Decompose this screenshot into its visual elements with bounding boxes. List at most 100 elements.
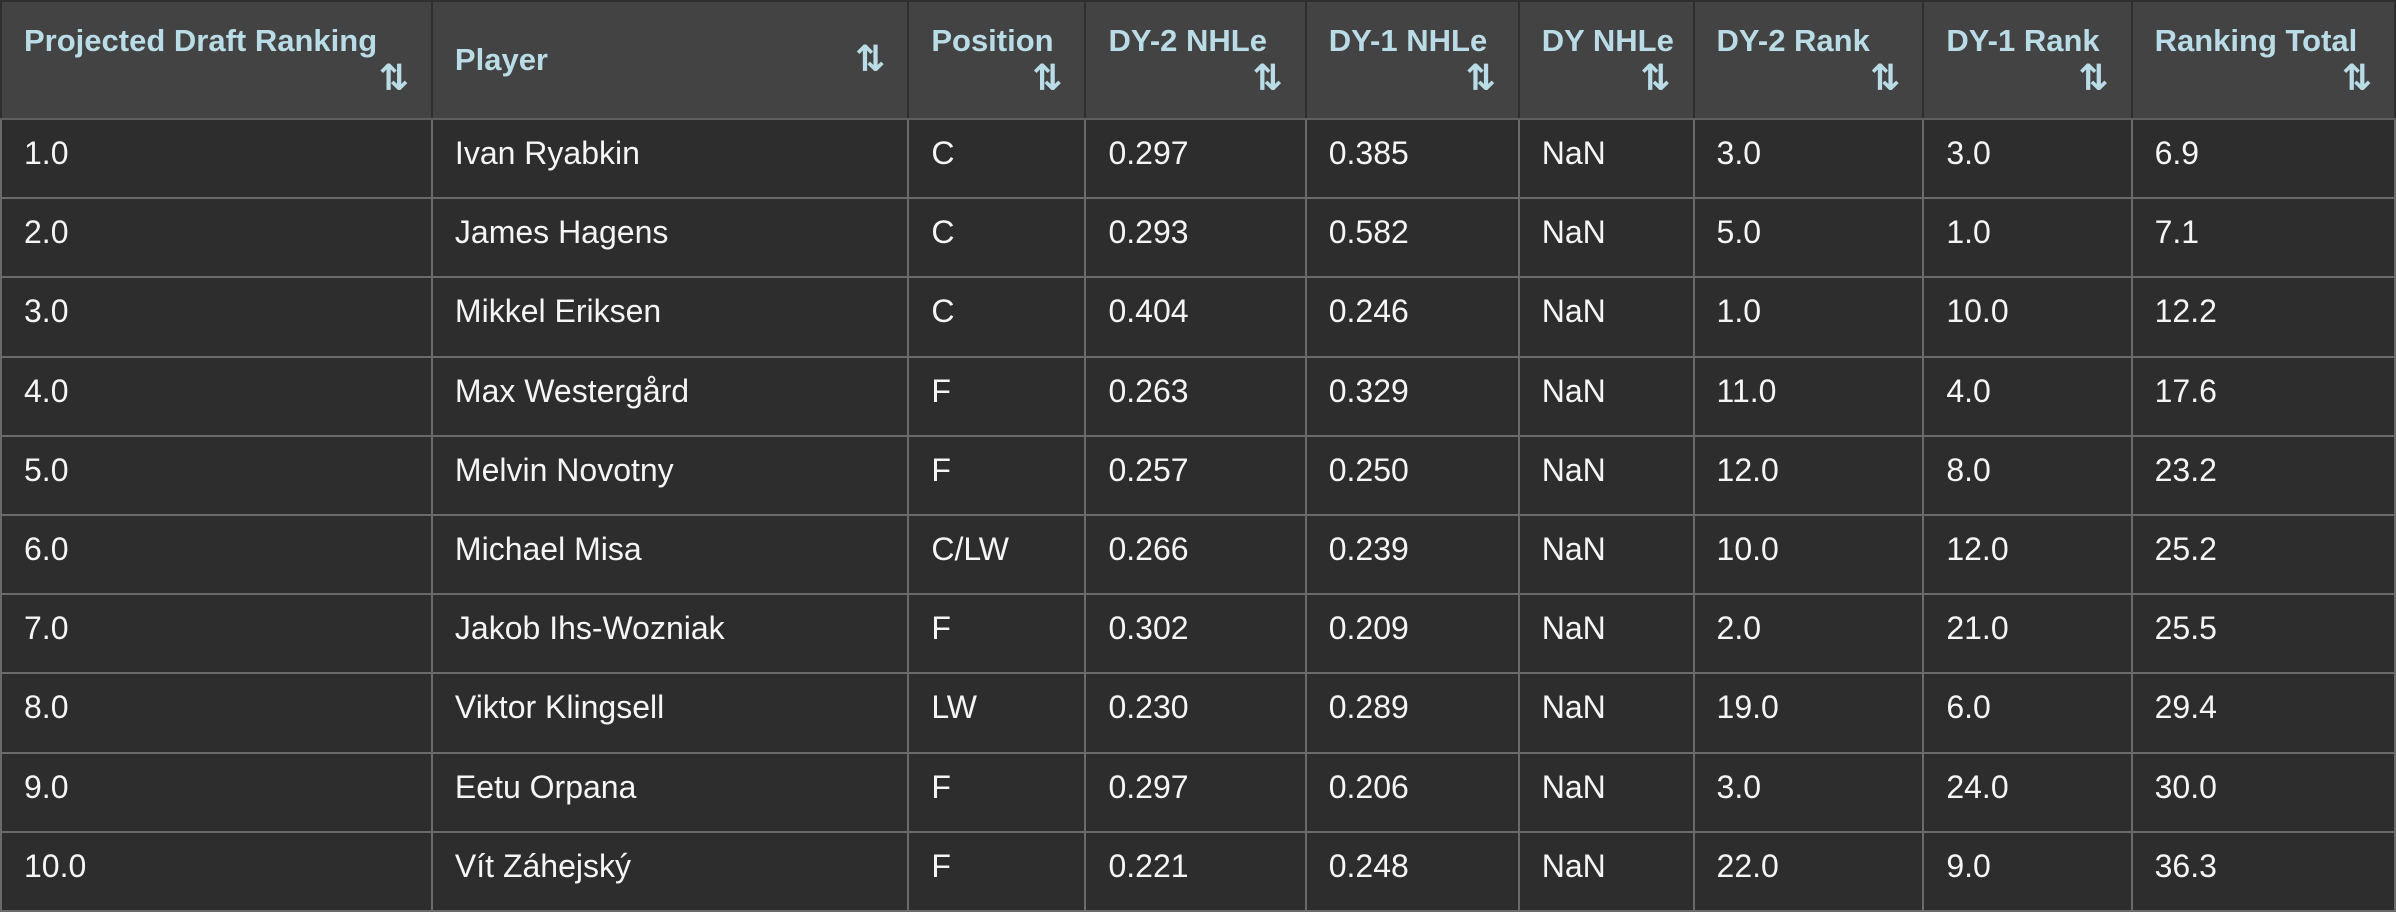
column-header-label: Projected Draft Ranking — [24, 23, 378, 59]
cell-dy-2-rank: 10.0 — [1692, 513, 1925, 596]
column-header-label: DY-1 Rank — [1946, 23, 2100, 59]
sort-icon[interactable]: ⇅ — [1032, 57, 1063, 99]
cell-dy-2-nhle: 0.297 — [1084, 117, 1307, 200]
cell-projected-draft-ranking: 4.0 — [0, 355, 433, 437]
cell-dy-1-nhle: 0.206 — [1304, 751, 1520, 833]
cell-player: Viktor Klingsell — [430, 672, 910, 754]
cell-dy-2-nhle: 0.221 — [1084, 830, 1307, 912]
cell-player: James Hagens — [430, 197, 910, 279]
cell-projected-draft-ranking: 5.0 — [0, 434, 433, 516]
cell-dy-1-rank: 9.0 — [1922, 830, 2133, 912]
cell-player: Melvin Novotny — [430, 434, 910, 516]
cell-ranking-total: 23.2 — [2130, 434, 2396, 516]
cell-player: Ivan Ryabkin — [430, 117, 910, 200]
cell-dy-2-rank: 1.0 — [1692, 276, 1925, 358]
cell-ranking-total: 12.2 — [2130, 276, 2396, 358]
cell-dy-2-nhle: 0.257 — [1084, 434, 1307, 516]
column-header-projected-draft-ranking[interactable]: Projected Draft Ranking ⇅ — [0, 0, 433, 120]
cell-dy-1-nhle: 0.246 — [1304, 276, 1520, 358]
cell-player: Jakob Ihs-Wozniak — [430, 593, 910, 675]
sort-icon[interactable]: ⇅ — [855, 39, 886, 80]
sort-icon[interactable]: ⇅ — [1870, 57, 1901, 99]
cell-projected-draft-ranking: 10.0 — [0, 830, 433, 912]
cell-dy-1-rank: 21.0 — [1922, 593, 2133, 675]
cell-position: F — [907, 355, 1087, 437]
cell-ranking-total: 30.0 — [2130, 751, 2396, 833]
cell-dy-2-nhle: 0.230 — [1084, 672, 1307, 754]
cell-ranking-total: 36.3 — [2130, 830, 2396, 912]
table-row: 1.0 Ivan Ryabkin C 0.297 0.385 NaN 3.0 3.0 6.9 — [0, 117, 2396, 200]
cell-dy-2-rank: 11.0 — [1692, 355, 1925, 437]
cell-dy-2-nhle: 0.266 — [1084, 513, 1307, 596]
column-header-dy-2-nhle[interactable]: DY-2 NHLe ⇅ — [1084, 0, 1307, 120]
cell-dy-1-rank: 3.0 — [1922, 117, 2133, 200]
cell-dy-1-nhle: 0.250 — [1304, 434, 1520, 516]
table-row: 6.0 Michael Misa C/LW 0.266 0.239 NaN 10.0 12.0… — [0, 513, 2396, 596]
sort-icon[interactable]: ⇅ — [2078, 57, 2109, 99]
cell-dy-1-nhle: 0.289 — [1304, 672, 1520, 754]
table-header: Projected Draft Ranking ⇅ Player ⇅ Position ⇅… — [0, 0, 2396, 120]
column-header-position[interactable]: Position ⇅ — [907, 0, 1087, 120]
cell-dy-2-nhle: 0.263 — [1084, 355, 1307, 437]
cell-dy-2-rank: 2.0 — [1692, 593, 1925, 675]
cell-dy-nhle: NaN — [1517, 355, 1695, 437]
sort-icon[interactable]: ⇅ — [1252, 57, 1283, 99]
cell-dy-2-rank: 3.0 — [1692, 117, 1925, 200]
cell-player: Vít Záhejský — [430, 830, 910, 912]
cell-dy-nhle: NaN — [1517, 830, 1695, 912]
cell-dy-2-nhle: 0.297 — [1084, 751, 1307, 833]
cell-projected-draft-ranking: 6.0 — [0, 513, 433, 596]
column-header-label: DY-2 NHLe — [1108, 23, 1267, 59]
sort-icon[interactable]: ⇅ — [1640, 57, 1671, 99]
column-header-dy-nhle[interactable]: DY NHLe ⇅ — [1517, 0, 1695, 120]
cell-dy-nhle: NaN — [1517, 276, 1695, 358]
column-header-dy-2-rank[interactable]: DY-2 Rank ⇅ — [1692, 0, 1925, 120]
cell-projected-draft-ranking: 9.0 — [0, 751, 433, 833]
cell-dy-1-nhle: 0.582 — [1304, 197, 1520, 279]
table-row: 10.0 Vít Záhejský F 0.221 0.248 NaN 22.0 9.0 36.… — [0, 830, 2396, 912]
cell-dy-1-rank: 10.0 — [1922, 276, 2133, 358]
cell-dy-2-rank: 19.0 — [1692, 672, 1925, 754]
cell-dy-2-nhle: 0.293 — [1084, 197, 1307, 279]
cell-dy-1-rank: 1.0 — [1922, 197, 2133, 279]
cell-position: F — [907, 830, 1087, 912]
sort-icon[interactable]: ⇅ — [378, 57, 409, 99]
cell-projected-draft-ranking: 7.0 — [0, 593, 433, 675]
sort-icon[interactable]: ⇅ — [1465, 57, 1496, 99]
cell-projected-draft-ranking: 3.0 — [0, 276, 433, 358]
cell-position: F — [907, 434, 1087, 516]
cell-position: C — [907, 117, 1087, 200]
cell-dy-1-nhle: 0.239 — [1304, 513, 1520, 596]
table-row: 9.0 Eetu Orpana F 0.297 0.206 NaN 3.0 24.0 30.0 — [0, 751, 2396, 833]
cell-dy-1-rank: 8.0 — [1922, 434, 2133, 516]
cell-dy-nhle: NaN — [1517, 197, 1695, 279]
table-row: 2.0 James Hagens C 0.293 0.582 NaN 5.0 1.0 7.1 — [0, 197, 2396, 279]
column-header-dy-1-nhle[interactable]: DY-1 NHLe ⇅ — [1304, 0, 1520, 120]
column-header-ranking-total[interactable]: Ranking Total ⇅ — [2130, 0, 2396, 120]
cell-dy-nhle: NaN — [1517, 117, 1695, 200]
cell-dy-1-rank: 24.0 — [1922, 751, 2133, 833]
table-row: 5.0 Melvin Novotny F 0.257 0.250 NaN 12.0 8.0 23… — [0, 434, 2396, 516]
cell-position: C/LW — [907, 513, 1087, 596]
cell-dy-2-nhle: 0.302 — [1084, 593, 1307, 675]
cell-dy-1-rank: 4.0 — [1922, 355, 2133, 437]
column-header-dy-1-rank[interactable]: DY-1 Rank ⇅ — [1922, 0, 2133, 120]
column-header-label: Position — [931, 23, 1054, 59]
table-body: 1.0 Ivan Ryabkin C 0.297 0.385 NaN 3.0 3.0 6.9 2.… — [0, 117, 2396, 912]
column-header-player[interactable]: Player ⇅ — [430, 0, 910, 120]
cell-position: F — [907, 751, 1087, 833]
cell-ranking-total: 7.1 — [2130, 197, 2396, 279]
table-row: 8.0 Viktor Klingsell LW 0.230 0.289 NaN 19.0 6.… — [0, 672, 2396, 754]
cell-player: Michael Misa — [430, 513, 910, 596]
cell-player: Eetu Orpana — [430, 751, 910, 833]
sort-icon[interactable]: ⇅ — [2341, 57, 2372, 99]
cell-dy-1-nhle: 0.329 — [1304, 355, 1520, 437]
header-row: Projected Draft Ranking ⇅ Player ⇅ Position ⇅… — [0, 0, 2396, 120]
column-header-label: Player — [454, 42, 548, 78]
column-header-label: DY-2 Rank — [1716, 23, 1870, 59]
cell-dy-nhle: NaN — [1517, 434, 1695, 516]
cell-ranking-total: 25.2 — [2130, 513, 2396, 596]
cell-dy-nhle: NaN — [1517, 751, 1695, 833]
cell-ranking-total: 17.6 — [2130, 355, 2396, 437]
